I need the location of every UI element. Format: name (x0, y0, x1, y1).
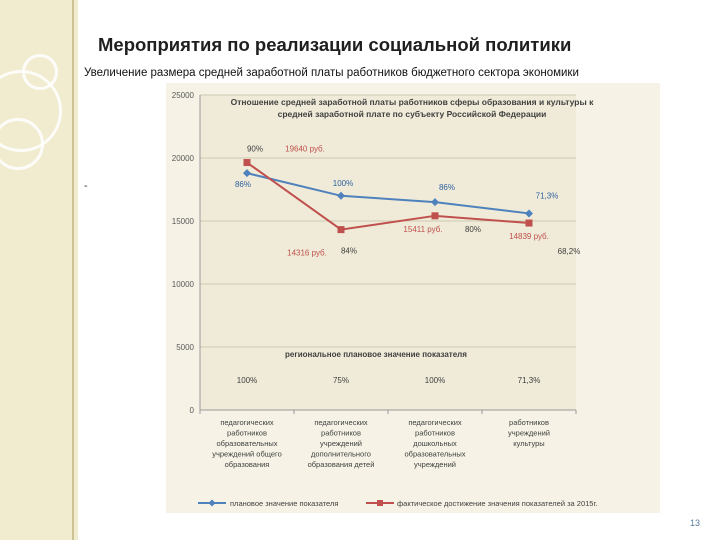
x-category-label-line: культуры (513, 439, 544, 448)
line-chart: 0 5000 10000 15000 20000 25000 Отношение средн… (166, 83, 660, 513)
regional-value-label: 100% (425, 376, 445, 385)
fact-percent-label: 80% (465, 225, 481, 234)
x-category-label-line: образования детей (308, 460, 375, 469)
slide-title: Мероприятия по реализации социальной пол… (98, 34, 572, 55)
y-tick-label: 5000 (176, 343, 194, 352)
fact-data-point (431, 212, 439, 220)
plan-data-point (243, 169, 251, 178)
plan-data-point (431, 198, 439, 207)
fact-percent-label: 68,2% (558, 247, 581, 256)
series-line-2 (246, 161, 530, 231)
x-category-label-line: работников (227, 429, 267, 438)
x-category-label-line: образовательных (217, 439, 278, 448)
fact-value-label: 14316 руб. (287, 249, 327, 258)
fact-value-label: 15411 руб. (403, 225, 442, 234)
x-category-label-line: педагогических (408, 418, 462, 427)
fact-data-point (337, 226, 345, 234)
fact-percent-label: 90% (247, 145, 263, 154)
fact-data-point (525, 219, 533, 227)
y-tick-label: 25000 (172, 91, 195, 100)
chart-title-line: Отношение средней заработной платы работ… (231, 97, 594, 107)
series-line-1 (246, 172, 530, 215)
chart-container: 0 5000 10000 15000 20000 25000 Отношение средн… (166, 83, 660, 513)
x-category-label-line: образования (225, 460, 270, 469)
slide-subtitle: Увеличение размера средней заработной пл… (84, 67, 579, 79)
fact-percent-label: 84% (341, 247, 357, 256)
x-category-label-line: работников (415, 429, 455, 438)
decorative-circle-medium (0, 118, 44, 170)
y-tick-label: 0 (190, 406, 195, 415)
y-tick-label: 10000 (172, 280, 195, 289)
x-category-label-line: дополнительного (311, 450, 371, 459)
regional-value-label: 100% (237, 376, 257, 385)
plan-data-point (337, 191, 345, 200)
legend-fact-marker (377, 500, 383, 506)
legend-plan-marker (208, 499, 216, 507)
x-category-label-line: педагогических (220, 418, 274, 427)
decorative-circle-small (22, 54, 58, 90)
chart-title-line: средней заработной плате по субъекту Рос… (278, 109, 547, 119)
x-category-label-line: учреждений (414, 460, 456, 469)
plan-data-point (525, 209, 533, 218)
y-tick-label: 15000 (172, 217, 195, 226)
x-category-label-line: педагогических (314, 418, 368, 427)
legend-plan-label: плановое значение показателя (230, 499, 338, 508)
plan-percent-label: 71,3% (536, 191, 559, 200)
regional-value-label: 71,3% (518, 376, 541, 385)
y-tick-label: 20000 (172, 154, 195, 163)
legend-fact-label: фактическое достижение значения показате… (397, 499, 597, 508)
regional-value-label: 75% (333, 376, 349, 385)
plan-percent-label: 100% (333, 179, 353, 188)
left-decor-panel (0, 0, 78, 540)
x-category-label-line: дошкольных (413, 439, 457, 448)
plan-percent-label: 86% (439, 183, 455, 192)
bullet-marker: - (84, 180, 88, 192)
x-category-label-line: учреждений общего (212, 450, 282, 459)
regional-caption: региональное плановое значение показател… (285, 350, 467, 359)
plot-area-background (200, 95, 576, 410)
x-category-label-line: учреждений (508, 429, 550, 438)
x-category-label-line: образовательных (405, 450, 466, 459)
fact-data-point (243, 159, 251, 167)
left-divider-line (72, 0, 74, 540)
x-category-label-line: учреждений (320, 439, 362, 448)
x-category-label-line: работников (321, 429, 361, 438)
plan-percent-label: 86% (235, 180, 251, 189)
fact-value-label: 14839 руб. (509, 232, 549, 241)
x-category-label-line: работников (509, 418, 549, 427)
page-number: 13 (690, 518, 701, 528)
fact-value-label: 19640 руб. (285, 145, 325, 154)
